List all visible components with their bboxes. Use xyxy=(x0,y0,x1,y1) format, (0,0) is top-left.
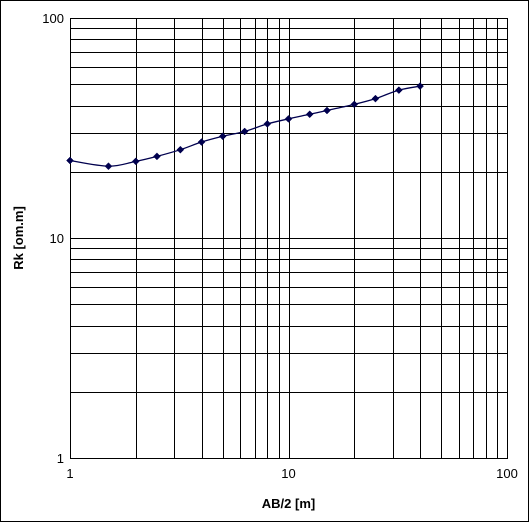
y-tick-label: 10 xyxy=(50,231,64,246)
grid xyxy=(70,18,507,459)
x-tick-labels: 1 10 100 xyxy=(66,466,517,481)
data-point xyxy=(371,94,380,103)
data-point xyxy=(66,156,74,165)
y-tick-label: 1 xyxy=(57,451,64,466)
data-point xyxy=(104,162,113,171)
y-tick-labels: 1 10 100 xyxy=(42,11,64,466)
data-point xyxy=(131,157,140,166)
y-tick-label: 100 xyxy=(42,11,64,26)
x-tick-label: 1 xyxy=(66,466,73,481)
data-point xyxy=(218,132,227,141)
series-line xyxy=(69,85,421,167)
data-point xyxy=(323,106,331,115)
data-point xyxy=(263,120,272,128)
data-point xyxy=(305,110,314,119)
data-point xyxy=(176,145,185,154)
series-markers xyxy=(66,82,424,171)
data-point xyxy=(350,100,359,109)
data-point xyxy=(197,138,206,146)
y-axis-title: Rk [om.m] xyxy=(11,206,26,270)
x-tick-label: 10 xyxy=(281,466,295,481)
data-point xyxy=(395,86,403,94)
data-point xyxy=(416,82,424,91)
data-point xyxy=(153,152,161,161)
data-point xyxy=(284,114,293,123)
plot-border xyxy=(70,18,508,459)
x-tick-label: 100 xyxy=(496,466,518,481)
x-axis-title: AB/2 [m] xyxy=(262,496,315,511)
data-point xyxy=(240,127,249,136)
